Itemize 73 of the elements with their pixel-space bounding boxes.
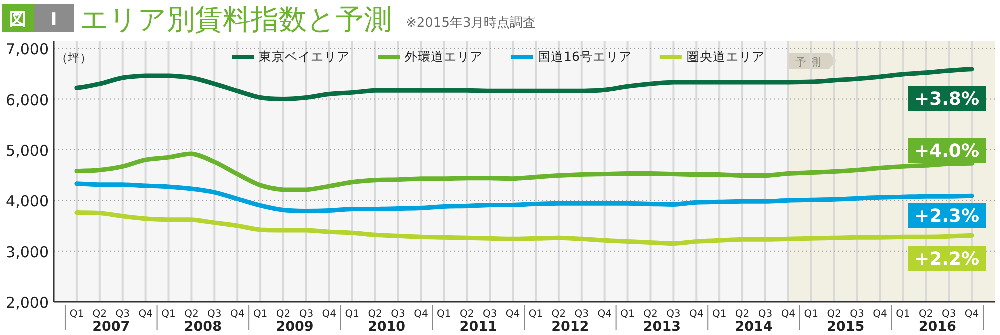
x-tick-label: Q4 <box>873 309 888 320</box>
text: 2013 <box>643 319 681 335</box>
x-tick-label: Q4 <box>598 309 612 320</box>
x-tick-label: Q2 <box>460 309 474 320</box>
legend-label: 外環道エリア <box>405 49 483 64</box>
chart-title: エリア別賃料指数と予測 <box>80 3 392 36</box>
x-tick-label: Q4 <box>506 309 520 320</box>
text: 2015 <box>827 319 865 335</box>
figure-badge: Ⅰ <box>34 4 74 32</box>
x-tick-label: Q3 <box>391 309 406 320</box>
x-tick-label: Q1 <box>437 309 452 320</box>
text: ※2015年3月時点調査 <box>406 16 536 31</box>
x-tick-label: Q2 <box>368 309 382 320</box>
label-box: +2.3% <box>908 203 986 228</box>
x-tick-label: Q1 <box>804 309 819 320</box>
x-tick-label: Q1 <box>712 309 727 320</box>
x-tick-label: Q1 <box>70 309 84 320</box>
x-tick-label: Q2 <box>276 309 291 320</box>
legend-label: 東京ベイエリア <box>259 49 350 64</box>
x-tick-label: Q1 <box>896 309 910 320</box>
x-tick-label: Q4 <box>690 309 704 320</box>
annotation: +2.2% <box>914 249 980 270</box>
x-tick-label: Q4 <box>781 309 796 320</box>
text: 2010 <box>368 319 406 335</box>
x-tick-label: Q4 <box>964 309 980 320</box>
x-tick-label: Q3 <box>942 309 956 320</box>
legend-label: 国道16号エリア <box>538 49 632 64</box>
annotation: +2.3% <box>914 206 980 227</box>
x-tick-label: Q1 <box>253 309 268 320</box>
annotation: +3.8% <box>914 89 980 110</box>
label-box: +2.2% <box>908 246 986 271</box>
text: 2009 <box>276 319 314 335</box>
x-tick-label: Q4 <box>138 309 153 320</box>
x-tick-label: Q4 <box>414 309 428 320</box>
x-tick-label: Q1 <box>528 309 544 320</box>
x-tick-label: Q1 <box>345 309 360 320</box>
x-tick-label: Q2 <box>919 309 934 320</box>
y-tick-label: 6,000 <box>6 91 49 110</box>
legend-label: 圏央道エリア <box>686 49 765 64</box>
text: 2007 <box>92 319 130 335</box>
x-tick-label: Q2 <box>827 309 842 320</box>
annotation: +4.0% <box>914 141 980 162</box>
x-tick-label: Q2 <box>735 309 750 320</box>
x-tick-label: Q3 <box>574 309 589 320</box>
x-tick-label: Q3 <box>299 309 314 320</box>
y-tick-label: 2,000 <box>6 294 49 312</box>
x-tick-label: Q3 <box>850 309 864 320</box>
y-tick-label: 4,000 <box>6 192 49 211</box>
y-tick-label: 3,000 <box>6 243 49 262</box>
x-tick-label: Q4 <box>322 309 337 320</box>
x-tick-label: Q3 <box>666 309 681 320</box>
y-tick-label: 7,000 <box>6 40 49 59</box>
x-tick-label: Q2 <box>184 309 199 320</box>
x-tick-label: Q3 <box>208 309 222 320</box>
x-tick-label: Q2 <box>552 309 566 320</box>
label-box: +3.8% <box>908 86 986 111</box>
y-tick-label: 5,000 <box>6 142 49 160</box>
x-tick-label: Q3 <box>116 309 130 320</box>
text: 2014 <box>735 319 773 335</box>
y-axis-title: （坪） <box>56 51 92 65</box>
x-tick-label: Q3 <box>482 309 498 320</box>
x-tick-label: Q2 <box>92 309 108 320</box>
x-tick-label: Q3 <box>758 309 773 320</box>
x-tick-label: Q2 <box>644 309 658 320</box>
text: 2012 <box>552 319 590 335</box>
x-tick-label: Q1 <box>162 309 176 320</box>
text: 2016 <box>918 319 956 335</box>
x-tick-label: Q4 <box>230 309 245 320</box>
text: 2011 <box>460 319 498 335</box>
label-box: +4.0% <box>908 138 986 163</box>
x-tick-label: Q1 <box>620 309 635 320</box>
figure-badge: 図 <box>2 4 34 32</box>
text: 2008 <box>184 319 222 335</box>
